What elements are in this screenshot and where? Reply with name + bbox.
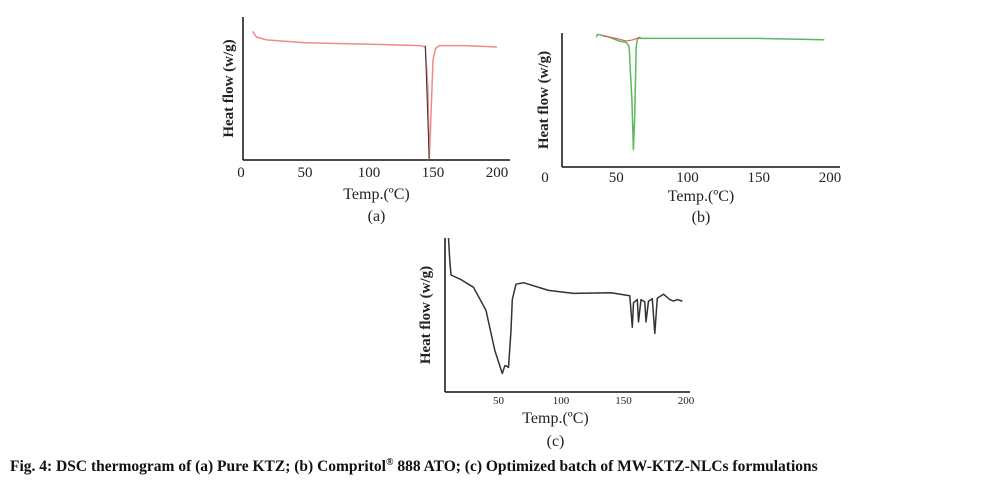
x-tick-label: 100: [553, 395, 570, 407]
x-tick-label: 150: [748, 170, 771, 186]
caption-text-end: 888 ATO; (c) Optimized batch of MW-KTZ-N…: [393, 458, 818, 476]
x-tick-label: 0: [541, 170, 549, 186]
series-line-0: [595, 33, 825, 151]
x-tick-label: 50: [298, 165, 313, 181]
figure-caption: Fig. 4: DSC thermogram of (a) Pure KTZ; …: [10, 457, 818, 476]
x-tick-label: 150: [615, 395, 632, 407]
x-tick-label: 50: [609, 170, 624, 186]
series-line-1: [601, 35, 641, 42]
x-axis-label: Temp.(ºC): [343, 186, 410, 203]
series-line-0: [447, 237, 683, 375]
panel-label: (c): [547, 433, 565, 450]
x-tick-label: 150: [422, 165, 445, 181]
chart-panel-a: 0 50 100 150 200 Heat flow (w/g) Temp.(ºC) (a): [221, 17, 510, 225]
x-tick-label: 100: [676, 170, 699, 186]
x-tick-label: 200: [486, 165, 509, 181]
x-tick-label: 50: [493, 395, 505, 407]
x-tick-label: 200: [678, 395, 695, 407]
y-axis-label: Heat flow (w/g): [418, 266, 434, 364]
y-axis-label: Heat flow (w/g): [221, 39, 237, 137]
series-line-0: [251, 30, 498, 160]
x-tick-label: 100: [358, 165, 381, 181]
y-axis-label: Heat flow (w/g): [536, 51, 552, 149]
x-tick-label: 0: [237, 165, 245, 181]
caption-registered-mark: ®: [385, 457, 394, 468]
series-line-1: [424, 45, 430, 159]
chart-panel-b: 0 50 100 150 200 Heat flow (w/g) Temp.(ºC) (b): [536, 33, 841, 226]
x-tick-label: 200: [819, 170, 842, 186]
chart-panel-c: 50 100 150 200 Heat flow (w/g) Temp.(ºC) (c): [418, 237, 695, 450]
caption-text: Fig. 4: DSC thermogram of (a) Pure KTZ; …: [10, 458, 386, 476]
panel-label: (b): [692, 209, 711, 226]
x-axis-label: Temp.(ºC): [522, 410, 589, 427]
x-axis-label: Temp.(ºC): [668, 188, 735, 205]
panel-label: (a): [368, 208, 386, 225]
